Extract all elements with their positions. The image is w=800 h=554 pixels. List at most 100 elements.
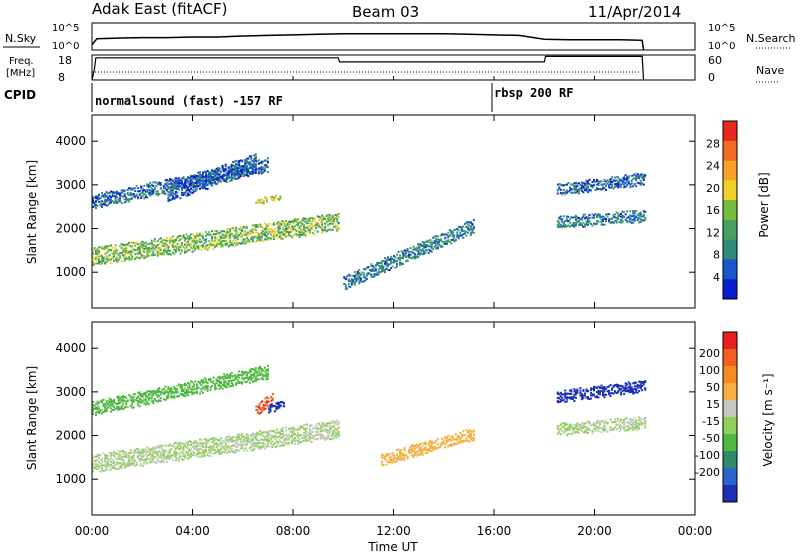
- heatmap-cell: [411, 450, 414, 453]
- heatmap-cell: [184, 384, 186, 387]
- heatmap-cell: [141, 400, 144, 403]
- heatmap-cell: [256, 168, 259, 171]
- heatmap-cell: [150, 453, 153, 456]
- heatmap-cell: [188, 249, 191, 251]
- heatmap-cell: [229, 230, 232, 233]
- heatmap-cell: [99, 400, 102, 403]
- heatmap-cell: [397, 257, 400, 260]
- heatmap-cell: [93, 455, 96, 458]
- heatmap-cell: [159, 446, 162, 449]
- heatmap-cell: [214, 177, 217, 180]
- heatmap-cell: [194, 181, 197, 184]
- heatmap-cell: [632, 428, 635, 431]
- heatmap-cell: [147, 403, 150, 406]
- heatmap-cell: [556, 401, 559, 404]
- heatmap-cell: [304, 234, 307, 237]
- heatmap-cell: [96, 197, 99, 200]
- heatmap-cell: [96, 403, 99, 406]
- heatmap-cell: [232, 244, 235, 247]
- heatmap-cell: [609, 180, 612, 183]
- heatmap-cell: [605, 213, 608, 216]
- heatmap-cell: [256, 199, 259, 202]
- heatmap-cell: [599, 422, 601, 425]
- heatmap-cell: [387, 265, 389, 268]
- heatmap-cell: [298, 428, 301, 431]
- heatmap-cell: [144, 400, 147, 403]
- heatmap-cell: [171, 191, 174, 194]
- heatmap-cell: [257, 374, 260, 377]
- heatmap-cell: [176, 243, 179, 245]
- heatmap-cell: [101, 254, 103, 257]
- heatmap-cell: [111, 465, 114, 468]
- heatmap-cell: [187, 176, 189, 179]
- heatmap-cell: [244, 444, 247, 447]
- heatmap-cell: [241, 235, 244, 237]
- heatmap-cell: [247, 231, 250, 234]
- heatmap-cell: [113, 398, 116, 401]
- heatmap-cell: [358, 277, 361, 280]
- heatmap-cell: [117, 258, 120, 261]
- heatmap-cell: [141, 189, 144, 192]
- heatmap-cell: [359, 277, 362, 280]
- heatmap-cell: [307, 437, 310, 439]
- heatmap-cell: [270, 403, 273, 406]
- heatmap-cell: [423, 250, 426, 253]
- heatmap-cell: [591, 393, 594, 396]
- heatmap-cell: [617, 418, 620, 420]
- heatmap-cell: [190, 183, 192, 186]
- heatmap-cell: [143, 392, 146, 395]
- heatmap-cell: [574, 391, 577, 394]
- heatmap-cell: [224, 439, 227, 442]
- heatmap-cell: [227, 176, 230, 179]
- heatmap-cell: [387, 461, 389, 464]
- heatmap-cell: [285, 429, 287, 432]
- heatmap-cell: [146, 250, 149, 253]
- heatmap-cell: [632, 422, 635, 425]
- heatmap-cell: [209, 445, 212, 448]
- heatmap-cell: [223, 451, 226, 453]
- heatmap-cell: [630, 389, 633, 392]
- heatmap-cell: [587, 182, 589, 185]
- heatmap-cell: [306, 427, 309, 430]
- heatmap-cell: [283, 444, 286, 447]
- heatmap-cell: [144, 391, 147, 394]
- heatmap-cell: [251, 380, 254, 383]
- heatmap-cell: [391, 454, 394, 457]
- heatmap-cell: [159, 454, 162, 457]
- heatmap-cell: [445, 241, 448, 244]
- heatmap-cell: [276, 403, 279, 406]
- heatmap-cell: [635, 210, 638, 213]
- heatmap-cell: [577, 190, 580, 193]
- heatmap-cell: [159, 397, 162, 400]
- heatmap-cell: [620, 418, 623, 421]
- heatmap-cell: [471, 439, 474, 442]
- heatmap-cell: [244, 436, 247, 439]
- heatmap-cell: [281, 441, 284, 444]
- heatmap-cell: [218, 383, 221, 386]
- heatmap-cell: [96, 400, 99, 403]
- heatmap-cell: [230, 382, 233, 385]
- heatmap-cell: [245, 169, 248, 172]
- heatmap-cell: [188, 181, 191, 184]
- heatmap-cell: [630, 174, 633, 177]
- heatmap-cell: [367, 265, 370, 268]
- heatmap-cell: [185, 446, 188, 449]
- heatmap-cell: [206, 454, 209, 456]
- heatmap-cell: [281, 401, 284, 404]
- heatmap-cell: [353, 283, 356, 286]
- heatmap-cell: [226, 440, 229, 442]
- heatmap-cell: [238, 370, 241, 373]
- heatmap-cell: [301, 436, 304, 439]
- heatmap-cell: [107, 249, 110, 252]
- heatmap-cell: [206, 387, 209, 390]
- heatmap-cell: [251, 167, 254, 170]
- heatmap-cell: [297, 432, 299, 435]
- heatmap-cell: [469, 225, 472, 228]
- heatmap-cell: [321, 225, 324, 228]
- heatmap-cell: [261, 410, 264, 413]
- heatmap-cell: [591, 186, 594, 189]
- heatmap-cell: [165, 239, 168, 242]
- heatmap-cell: [232, 444, 235, 447]
- heatmap-cell: [230, 227, 233, 229]
- heatmap-cell: [435, 247, 438, 250]
